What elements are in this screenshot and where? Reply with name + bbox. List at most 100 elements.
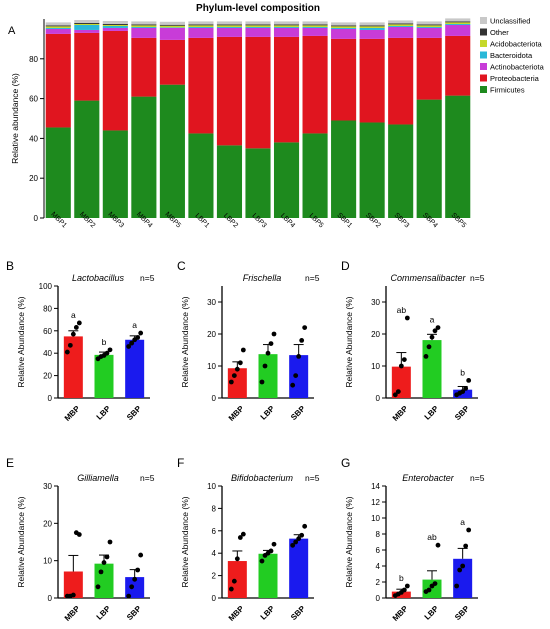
data-point [135, 567, 141, 573]
y-tick-label: 0 [48, 394, 53, 403]
data-point [237, 360, 243, 366]
panel-b: B Lactobacillus n=5 0 20 40 60 80 100 Relative Ab… [6, 259, 155, 423]
stack-segment [359, 38, 385, 123]
panel-letter: E [6, 456, 14, 470]
n-label: n=5 [140, 473, 155, 483]
stack-segment [245, 148, 271, 218]
legend-label: Proteobacteria [490, 74, 540, 83]
data-point [129, 584, 135, 590]
stack-segment [188, 26, 214, 28]
data-point [302, 325, 308, 330]
y-tick-label: 40 [43, 349, 52, 358]
stack-segment [302, 24, 328, 26]
y-tick-label: 80 [29, 55, 38, 64]
x-tick-label: LBP [95, 604, 113, 622]
bar [94, 354, 114, 398]
data-point [398, 363, 404, 369]
data-point [466, 527, 472, 533]
data-point [104, 554, 110, 560]
y-tick-label: 20 [207, 330, 216, 339]
stack-segment [159, 84, 185, 218]
y-tick-label: 8 [212, 504, 217, 513]
stack-segment [216, 27, 243, 37]
stack-segment [45, 28, 71, 34]
y-tick-label: 10 [207, 362, 216, 371]
data-point [432, 328, 438, 334]
data-point [138, 330, 144, 336]
data-point [401, 587, 407, 593]
stack-segment [359, 27, 385, 30]
significance-letter: ab [427, 532, 437, 542]
data-point [454, 583, 460, 589]
bar [63, 571, 83, 598]
stack-segment [302, 27, 328, 36]
data-point [95, 584, 101, 590]
legend-label: Unclassified [490, 17, 530, 26]
bar [422, 340, 442, 398]
data-point [392, 392, 398, 398]
data-point [240, 531, 246, 537]
y-tick-label: 4 [212, 549, 217, 558]
data-point [426, 587, 432, 593]
x-tick-label: SBP [125, 404, 143, 422]
data-point [76, 532, 82, 537]
panel-title: Gilliamella [77, 473, 119, 483]
data-point [293, 373, 299, 378]
stack-segment [331, 25, 357, 27]
n-label: n=5 [470, 473, 485, 483]
data-point [73, 325, 79, 330]
significance-letter: ab [397, 305, 407, 315]
data-point [401, 357, 407, 362]
x-tick-label: MBP [391, 404, 410, 423]
data-point [271, 331, 277, 337]
data-point [70, 331, 76, 337]
data-point [234, 366, 240, 372]
panel-c: C Frischella n=5 0 10 20 30 Relative Abundance … [177, 259, 320, 423]
y-tick-label: 14 [371, 482, 380, 491]
stack-segment [416, 37, 442, 100]
stack-segment [445, 35, 471, 96]
stack-segment [188, 25, 214, 27]
bar [63, 336, 83, 398]
data-point [395, 389, 401, 394]
stack-segment [159, 39, 185, 85]
x-tick-label: MBP [227, 604, 246, 623]
stack-segment [102, 30, 128, 131]
stack-segment [245, 24, 271, 26]
stack-segment [74, 23, 100, 25]
bar [125, 339, 145, 398]
y-axis-label: Relative Abundance (%) [16, 496, 26, 587]
stack-segment [45, 33, 71, 128]
y-tick-label: 30 [207, 298, 216, 307]
stack-segment [45, 27, 71, 29]
stack-segment [273, 27, 300, 37]
stack-segment [245, 25, 271, 27]
panel-d: D Commensalibacter n=5 0 10 20 30 Relative Abun… [341, 259, 485, 423]
stack-segment [216, 145, 243, 218]
data-point [76, 320, 82, 326]
data-point [299, 338, 305, 343]
bar [94, 563, 114, 598]
n-label: n=5 [305, 473, 320, 483]
data-point [435, 542, 441, 548]
stack-segment [302, 26, 328, 28]
significance-letter: b [460, 367, 465, 377]
y-tick-label: 80 [43, 304, 52, 313]
y-tick-label: 10 [43, 557, 52, 566]
bar [125, 577, 145, 598]
y-tick-label: 6 [212, 527, 217, 536]
y-tick-label: 0 [48, 594, 53, 603]
panel-f: F Bifidobacterium n=5 0 2 4 6 8 10 Relative Abund… [177, 456, 320, 623]
panel-letter: A [8, 25, 16, 37]
stack-segment [273, 21, 300, 25]
stack-segment [216, 26, 243, 28]
panel-letter: C [177, 259, 186, 273]
data-point [126, 593, 132, 599]
data-point [129, 340, 135, 346]
data-point [466, 378, 472, 383]
stack-segment [188, 24, 214, 26]
bar [258, 354, 278, 398]
y-tick-label: 8 [376, 530, 381, 539]
data-point [240, 347, 246, 353]
